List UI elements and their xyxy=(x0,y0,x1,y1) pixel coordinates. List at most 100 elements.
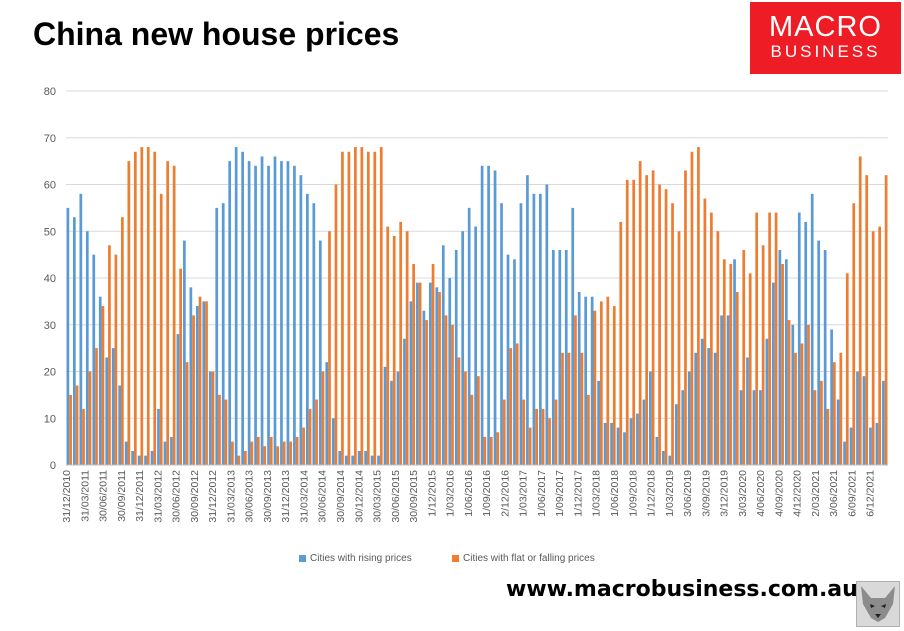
bar-falling xyxy=(710,212,713,465)
bar-falling xyxy=(95,348,98,465)
bar-rising xyxy=(344,455,348,465)
bar-falling xyxy=(276,446,280,465)
bar-falling xyxy=(231,441,234,465)
bar-falling xyxy=(159,193,163,465)
bar-rising xyxy=(195,306,199,465)
bar-falling xyxy=(697,147,700,465)
bar-falling xyxy=(522,399,526,465)
bar-rising xyxy=(92,254,96,465)
x-tick-label: 4/06/2020 xyxy=(755,470,767,517)
bar-rising xyxy=(241,151,244,465)
x-tick-label: 1/09/2018 xyxy=(627,470,639,517)
bar-rising xyxy=(603,422,607,465)
bar-falling xyxy=(256,436,260,465)
bar-rising xyxy=(118,385,122,465)
bar-falling xyxy=(722,259,726,465)
bar-rising xyxy=(590,296,594,465)
bar-falling xyxy=(625,179,629,465)
x-tick-label: 31/03/2012 xyxy=(152,470,164,523)
x-tick-label: 31/03/2014 xyxy=(298,470,310,523)
bar-rising xyxy=(247,161,251,465)
x-tick-label: 1/12/2018 xyxy=(646,470,658,517)
bar-rising xyxy=(655,436,659,465)
bar-rising xyxy=(649,371,652,465)
bar-falling xyxy=(146,147,150,465)
x-tick-label: 30/06/2014 xyxy=(317,470,329,523)
x-tick-label: 2/03/2021 xyxy=(810,470,822,517)
x-tick-label: 1/09/2016 xyxy=(481,470,493,517)
bar-rising xyxy=(551,249,555,465)
y-tick-label: 40 xyxy=(44,273,56,285)
bar-falling xyxy=(127,161,131,465)
bar-falling xyxy=(211,371,215,465)
bar-falling xyxy=(820,380,823,465)
bar-rising xyxy=(882,380,885,465)
bar-rising xyxy=(461,231,465,465)
bar-falling xyxy=(198,296,202,465)
x-tick-label: 1/03/2017 xyxy=(518,470,530,517)
x-tick-label: 3/06/2019 xyxy=(682,470,694,517)
x-tick-label: 6/12/2021 xyxy=(865,470,877,517)
bar-rising xyxy=(105,357,109,465)
bar-rising xyxy=(849,427,853,465)
bar-falling xyxy=(787,320,791,465)
bar-falling xyxy=(179,268,182,465)
bar-falling xyxy=(101,306,105,465)
bar-rising xyxy=(707,348,711,465)
bar-falling xyxy=(664,189,668,466)
x-tick-label: 6/09/2021 xyxy=(846,470,858,517)
x-tick-label: 2/12/2016 xyxy=(499,470,511,517)
x-tick-label: 30/06/2012 xyxy=(171,470,183,523)
x-tick-label: 30/09/2012 xyxy=(189,470,201,523)
bar-rising xyxy=(823,249,827,465)
y-tick-label: 70 xyxy=(44,133,56,145)
bar-rising xyxy=(474,226,477,465)
x-tick-label: 30/06/2015 xyxy=(390,470,402,523)
bar-falling xyxy=(347,151,351,465)
bar-falling xyxy=(269,436,273,465)
x-tick-label: 30/09/2011 xyxy=(116,470,128,522)
x-tick-label: 4/12/2020 xyxy=(792,470,804,517)
bar-rising xyxy=(759,390,762,465)
bar-falling xyxy=(444,315,448,465)
bar-falling xyxy=(166,161,170,465)
bar-falling xyxy=(451,324,454,465)
bar-falling xyxy=(321,371,325,465)
x-tick-label: 31/03/2011 xyxy=(79,470,91,522)
bar-falling xyxy=(612,306,616,465)
bar-rising xyxy=(506,254,510,465)
bar-falling xyxy=(658,184,661,465)
bar-falling xyxy=(315,399,318,465)
bar-rising xyxy=(500,203,503,465)
x-tick-label: 1/06/2017 xyxy=(536,470,548,517)
bar-rising xyxy=(403,338,406,465)
bar-rising xyxy=(163,441,167,465)
bar-falling xyxy=(580,352,584,465)
bar-falling xyxy=(554,399,558,465)
bar-falling xyxy=(438,292,441,465)
x-tick-label: 1/03/2018 xyxy=(591,470,603,517)
bar-rising xyxy=(150,450,154,465)
bar-falling xyxy=(800,343,804,465)
bar-falling xyxy=(574,315,577,465)
bar-rising xyxy=(642,399,646,465)
bar-falling xyxy=(535,408,538,465)
bar-falling xyxy=(302,427,305,465)
bar-rising xyxy=(862,376,866,465)
x-tick-label: 1/06/2016 xyxy=(463,470,475,517)
bar-falling xyxy=(360,147,364,465)
bar-rising xyxy=(584,296,588,465)
bar-rising xyxy=(733,259,736,465)
bar-rising xyxy=(558,249,562,465)
bar-falling xyxy=(677,231,681,465)
bar-falling xyxy=(671,203,674,465)
bar-rising xyxy=(441,245,445,465)
bar-rising xyxy=(98,296,102,465)
bar-falling xyxy=(392,235,396,465)
bar-rising xyxy=(778,249,782,465)
bar-rising xyxy=(286,161,290,465)
bar-rising xyxy=(713,352,717,465)
bar-rising xyxy=(390,380,393,465)
bar-rising xyxy=(299,175,303,465)
bar-falling xyxy=(237,455,241,465)
